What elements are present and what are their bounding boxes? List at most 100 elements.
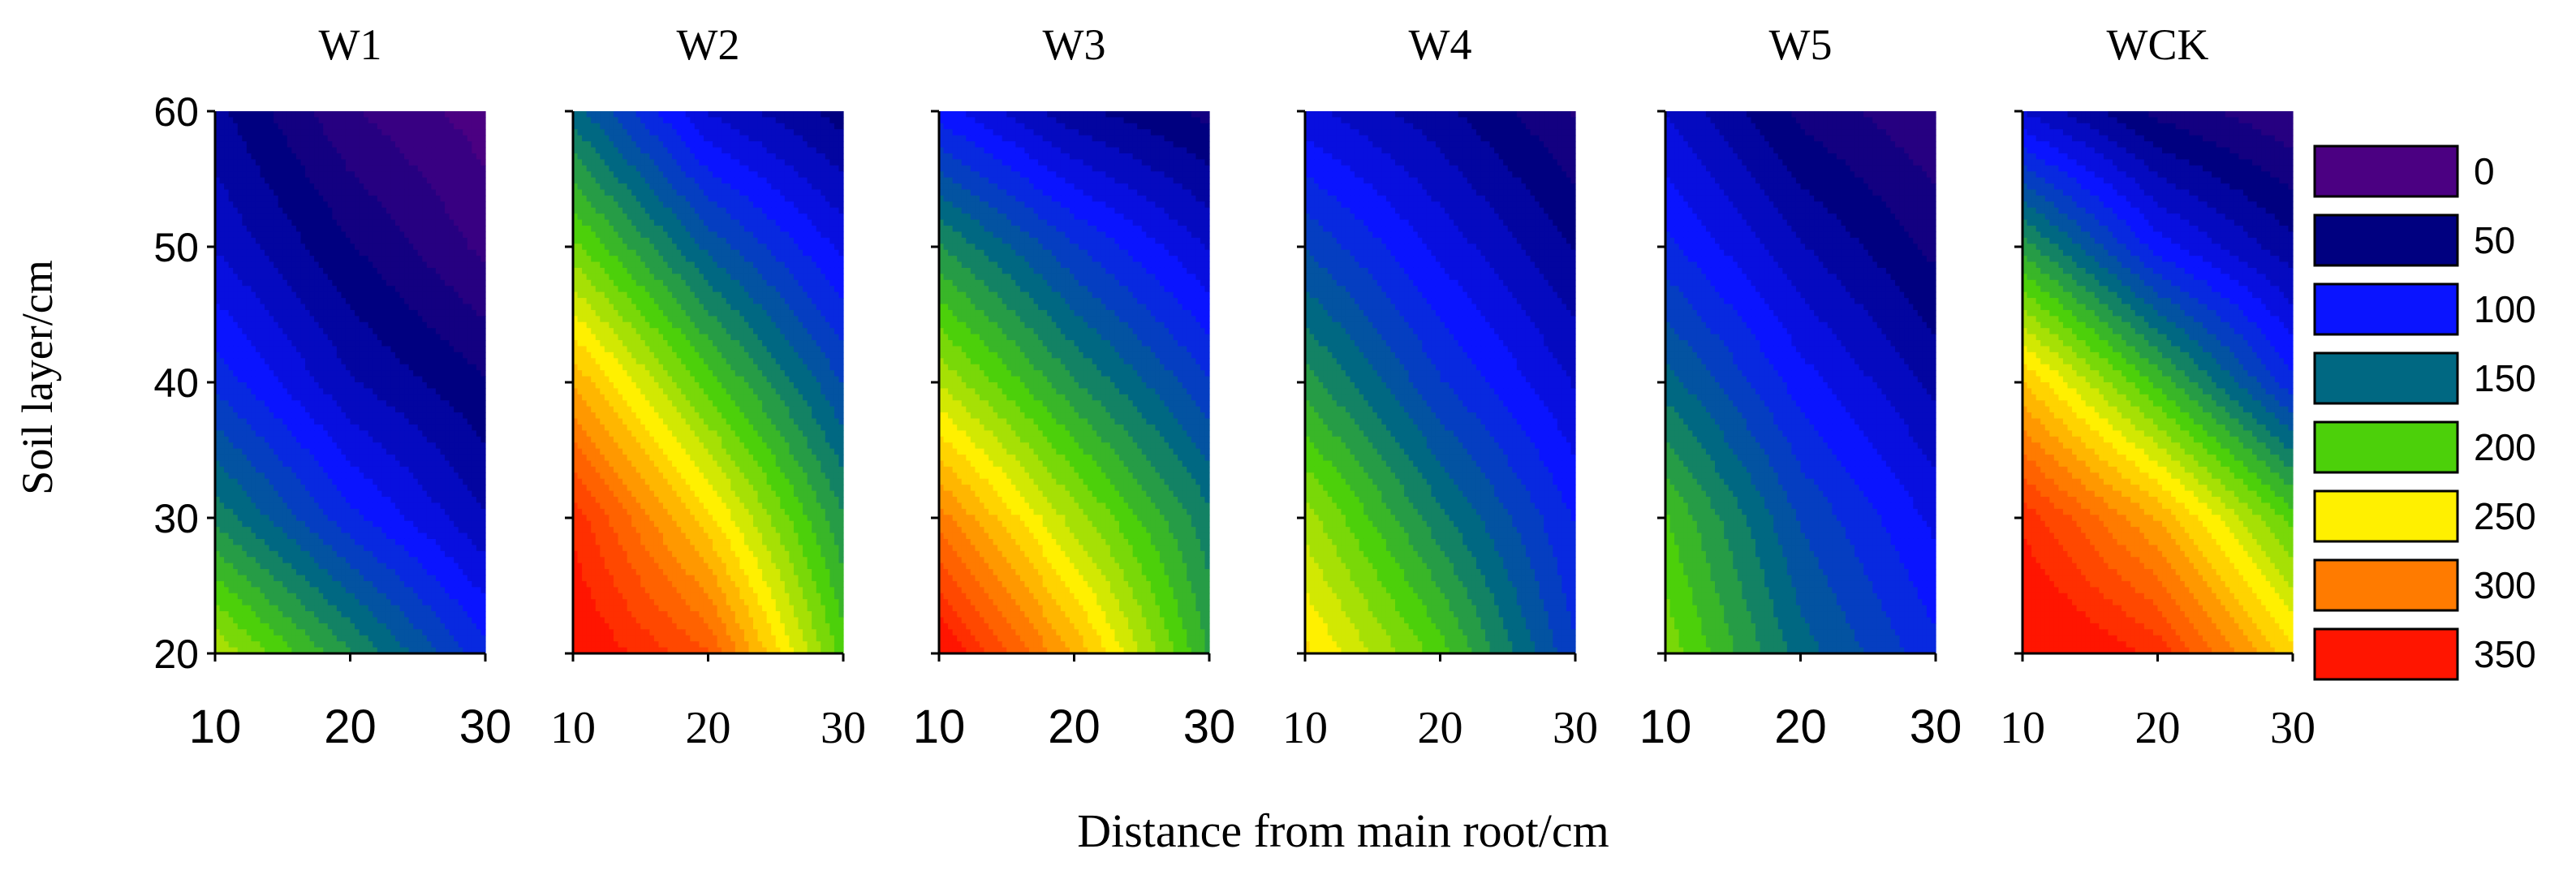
contour-cell: [404, 467, 409, 473]
contour-cell: [269, 400, 274, 407]
contour-cell: [337, 171, 342, 178]
contour-cell: [269, 328, 274, 334]
contour-cell: [395, 412, 400, 419]
contour-cell: [467, 268, 472, 274]
contour-cell: [459, 298, 463, 304]
contour-cell: [355, 467, 360, 473]
contour-cell: [441, 425, 446, 431]
contour-cell: [355, 407, 360, 413]
contour-cell: [337, 183, 342, 190]
contour-cell: [238, 425, 243, 431]
contour-cell: [314, 304, 319, 311]
contour-cell: [256, 244, 261, 250]
contour-cell: [454, 141, 459, 148]
contour-cell: [319, 370, 324, 377]
contour-cell: [476, 298, 481, 304]
contour-cell: [256, 250, 261, 256]
contour-cell: [364, 136, 368, 142]
contour-cell: [346, 394, 351, 401]
contour-cell: [355, 183, 360, 190]
contour-cell: [395, 286, 400, 292]
contour-cell: [282, 111, 287, 118]
contour-cell: [409, 111, 414, 118]
contour-cell: [332, 407, 337, 413]
contour-cell: [427, 250, 432, 256]
contour-cell: [224, 183, 229, 190]
contour-cell: [332, 412, 337, 419]
contour-cell: [373, 280, 377, 287]
contour-cell: [400, 310, 405, 317]
contour-cell: [450, 419, 454, 425]
contour-cell: [404, 286, 409, 292]
contour-cell: [467, 208, 472, 214]
contour-cell: [323, 196, 328, 202]
contour-cell: [282, 455, 287, 461]
contour-cell: [337, 419, 342, 425]
contour-cell: [274, 407, 278, 413]
contour-cell: [472, 310, 476, 317]
contour-cell: [220, 437, 225, 443]
contour-cell: [242, 460, 247, 467]
contour-cell: [409, 364, 414, 371]
contour-cell: [418, 213, 423, 220]
contour-cell: [422, 382, 427, 389]
contour-cell: [247, 479, 252, 485]
contour-cell: [450, 322, 454, 329]
contour-cell: [251, 286, 256, 292]
contour-cell: [445, 382, 450, 389]
contour-cell: [323, 280, 328, 287]
contour-cell: [377, 394, 382, 401]
contour-cell: [269, 322, 274, 329]
contour-cell: [314, 256, 319, 262]
contour-cell: [314, 364, 319, 371]
contour-cell: [422, 256, 427, 262]
contour-cell: [368, 346, 373, 352]
contour-cell: [422, 166, 427, 172]
contour-cell: [427, 352, 432, 359]
contour-cell: [247, 322, 252, 329]
contour-cell: [256, 286, 261, 292]
contour-cell: [247, 268, 252, 274]
contour-cell: [404, 231, 409, 238]
contour-cell: [300, 467, 305, 473]
contour-cell: [341, 316, 346, 322]
contour-cell: [351, 256, 355, 262]
contour-cell: [351, 183, 355, 190]
contour-cell: [319, 201, 324, 208]
contour-cell: [265, 388, 269, 394]
contour-cell: [404, 123, 409, 130]
contour-cell: [395, 472, 400, 479]
contour-cell: [229, 310, 234, 317]
contour-cell: [390, 340, 395, 347]
contour-cell: [337, 111, 342, 118]
contour-cell: [445, 419, 450, 425]
contour-cell: [454, 460, 459, 467]
contour-cell: [441, 117, 446, 123]
contour-cell: [337, 460, 342, 467]
contour-cell: [395, 196, 400, 202]
contour-cell: [346, 244, 351, 250]
contour-cell: [422, 377, 427, 383]
contour-cell: [390, 178, 395, 184]
contour-cell: [418, 256, 423, 262]
contour-cell: [351, 280, 355, 287]
contour-cell: [328, 123, 333, 130]
contour-cell: [413, 256, 418, 262]
contour-cell: [282, 449, 287, 455]
contour-cell: [278, 400, 283, 407]
contour-cell: [377, 250, 382, 256]
contour-cell: [251, 407, 256, 413]
contour-cell: [328, 460, 333, 467]
contour-cell: [233, 304, 238, 311]
contour-cell: [480, 196, 485, 202]
contour-cell: [431, 117, 436, 123]
contour-cell: [450, 238, 454, 244]
contour-cell: [247, 250, 252, 256]
contour-cell: [314, 280, 319, 287]
contour-cell: [319, 322, 324, 329]
contour-cell: [242, 346, 247, 352]
contour-cell: [413, 437, 418, 443]
contour-cell: [368, 455, 373, 461]
contour-cell: [436, 377, 441, 383]
contour-cell: [229, 334, 234, 341]
